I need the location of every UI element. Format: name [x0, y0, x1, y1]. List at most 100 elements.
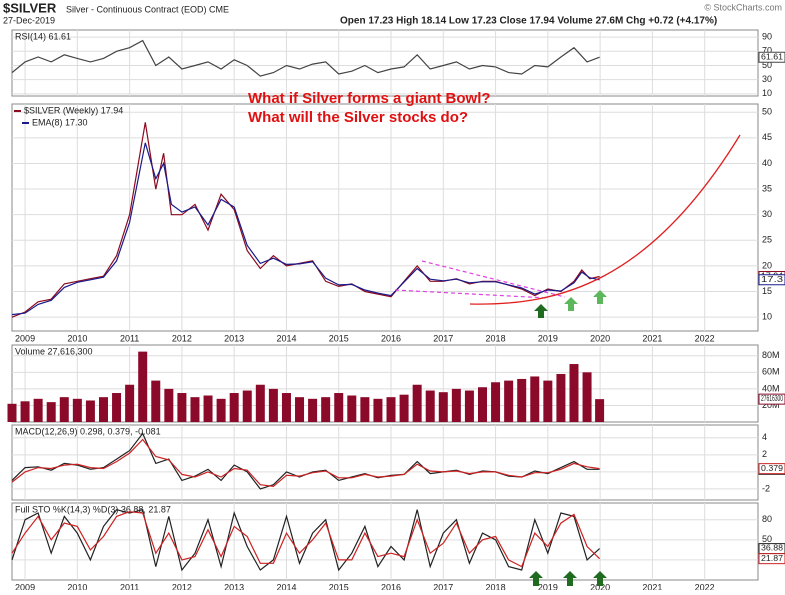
volume-bar [360, 397, 369, 422]
x-tick-label: 2009 [15, 582, 35, 590]
volume-bar [583, 372, 592, 422]
y-tick-label: 35 [762, 183, 772, 193]
volume-bar [47, 402, 56, 422]
y-tick-label: 10 [762, 88, 772, 98]
y-tick-label: 4 [762, 432, 767, 442]
x-tick-label: 2012 [172, 333, 192, 343]
volume-bar [321, 397, 330, 422]
volume-bar [282, 393, 291, 422]
volume-bar [8, 404, 17, 422]
x-tick-label: 2014 [276, 582, 296, 590]
volume-bar [99, 397, 108, 422]
volume-bar [190, 397, 199, 422]
y-tick-label: 40 [762, 158, 772, 168]
x-tick-label: 2011 [120, 582, 139, 590]
y-tick-label: 45 [762, 132, 772, 142]
x-tick-label: 2013 [224, 333, 244, 343]
volume-bar [373, 399, 382, 422]
y-tick-label: 80 [762, 514, 772, 524]
quote: Open 17.23 High 18.14 Low 17.23 Close 17… [340, 16, 717, 27]
volume-bar [164, 389, 173, 422]
panel-title: MACD(12,26,9) 0.298, 0.379, -0.081 [15, 426, 161, 436]
volume-bar [125, 385, 134, 422]
volume-bar [112, 393, 121, 422]
x-tick-label: 2021 [642, 582, 662, 590]
x-tick-label: 2013 [224, 582, 244, 590]
y-tick-label: 30 [762, 209, 772, 219]
annotation: What will the Silver stocks do? [248, 109, 468, 126]
volume-bar [465, 391, 474, 422]
volume-bar [334, 393, 343, 422]
legend-entry: EMA(8) 17.30 [32, 117, 88, 127]
date: 27-Dec-2019 [3, 15, 55, 25]
volume-bar [230, 393, 239, 422]
y-tick-label: 15 [762, 286, 772, 296]
x-tick-label: 2019 [538, 582, 558, 590]
y-tick-label: 40M [762, 383, 780, 393]
x-tick-label: 2012 [172, 582, 192, 590]
volume-bar [269, 389, 278, 422]
y-tick-label: 50 [762, 534, 772, 544]
last-value-label: 17.3 [761, 275, 784, 284]
volume-bar [151, 381, 160, 422]
volume-bar [347, 396, 356, 422]
x-tick-label: 2016 [381, 582, 401, 590]
annotation: What if Silver forms a giant Bowl? [248, 90, 491, 107]
y-tick-label: 90 [762, 31, 772, 41]
panel-title: RSI(14) 61.61 [15, 31, 71, 41]
volume-bar [217, 399, 226, 422]
y-tick-label: 2 [762, 449, 767, 459]
panel-title: Volume 27,616,300 [15, 346, 93, 356]
volume-bar [413, 385, 422, 422]
last-value-label: 0.379 [761, 464, 784, 473]
symbol: $SILVER [3, 0, 57, 15]
volume-bar [426, 391, 435, 422]
volume-bar [439, 392, 448, 422]
y-tick-label: 30 [762, 74, 772, 84]
volume-bar [138, 352, 147, 422]
volume-bar [517, 379, 526, 422]
x-tick-label: 2022 [695, 582, 715, 590]
x-tick-label: 2011 [120, 333, 139, 343]
volume-bar [21, 401, 30, 422]
legend-entry: $SILVER (Weekly) 17.94 [24, 105, 123, 115]
x-tick-label: 2010 [67, 333, 87, 343]
volume-bar [295, 397, 304, 422]
volume-bar [256, 385, 265, 422]
y-tick-label: 20 [762, 260, 772, 270]
volume-bar [243, 391, 252, 422]
x-tick-label: 2017 [433, 582, 453, 590]
volume-bar [595, 399, 604, 422]
volume-bar [387, 397, 396, 422]
y-tick-label: 80M [762, 350, 780, 360]
volume-bar [308, 399, 317, 422]
volume-bar [530, 376, 539, 422]
volume-bar [504, 381, 513, 422]
instrument-name: Silver - Continuous Contract (EOD) CME [66, 4, 229, 14]
volume-bar [86, 400, 95, 422]
x-tick-label: 2009 [15, 333, 35, 343]
x-tick-label: 2018 [486, 333, 506, 343]
y-tick-label: 10 [762, 312, 772, 322]
volume-bar [556, 374, 565, 422]
last-value-label: 61.61 [761, 52, 784, 61]
x-tick-label: 2020 [590, 333, 610, 343]
y-tick-label: 50 [762, 107, 772, 117]
x-tick-label: 2019 [538, 333, 558, 343]
credit: © StockCharts.com [704, 2, 782, 12]
volume-bar [204, 396, 213, 422]
volume-bar [400, 395, 409, 422]
volume-bar [452, 389, 461, 422]
volume-bar [60, 397, 69, 422]
x-tick-label: 2022 [695, 333, 715, 343]
y-tick-label: -2 [762, 483, 770, 493]
last-value-label: 36.88 [761, 544, 784, 553]
volume-bar [73, 399, 82, 422]
x-tick-label: 2016 [381, 333, 401, 343]
volume-bar [569, 364, 578, 422]
last-value-label: 21.87 [761, 554, 784, 563]
x-tick-label: 2014 [276, 333, 296, 343]
volume-bar [543, 381, 552, 422]
y-tick-label: 60M [762, 367, 780, 377]
